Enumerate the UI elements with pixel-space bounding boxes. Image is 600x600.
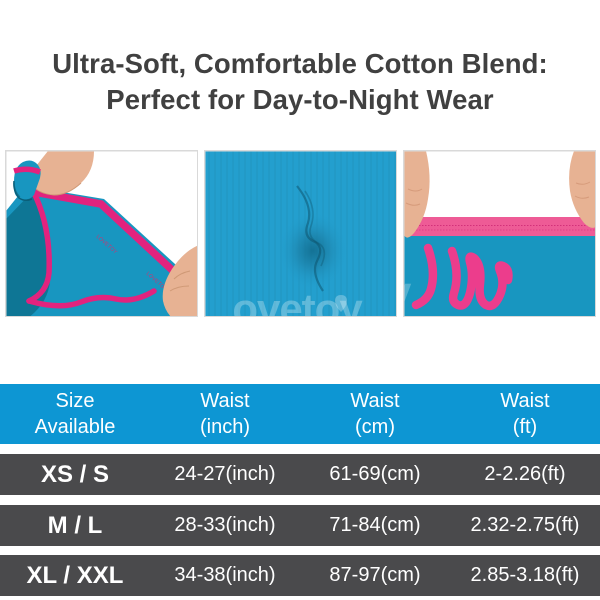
svg-text:y: y: [404, 268, 412, 315]
